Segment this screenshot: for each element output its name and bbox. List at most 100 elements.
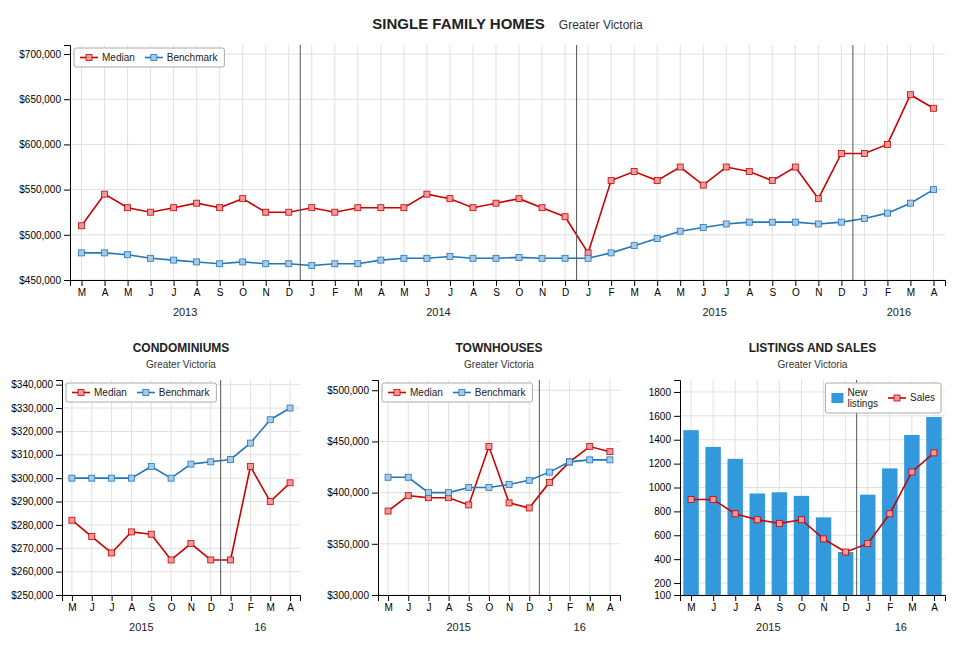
marker — [526, 477, 532, 483]
marker — [909, 469, 915, 475]
year-label: 2015 — [756, 621, 780, 633]
x-tick: J — [448, 280, 453, 298]
x-tick: A — [746, 280, 753, 298]
grid-line-y — [62, 524, 300, 525]
grid-line-x — [288, 45, 289, 280]
axis-line — [71, 281, 946, 287]
grid-line-x — [388, 380, 389, 595]
tick-mark — [680, 280, 681, 286]
tick-mark — [381, 280, 382, 286]
y-tick: $550,000 — [19, 184, 70, 195]
x-tick-label: O — [798, 602, 806, 613]
marker — [148, 463, 154, 469]
grid-line-y — [70, 234, 945, 235]
legend-swatch — [143, 390, 149, 396]
tick-mark — [674, 595, 680, 596]
tick-mark — [542, 280, 543, 286]
x-tick: M — [384, 595, 392, 613]
tick-mark — [289, 280, 290, 286]
x-tick-label: A — [931, 602, 938, 613]
marker — [385, 474, 391, 480]
year-label: 2015 — [702, 306, 726, 318]
legend-label-line: Benchmark — [167, 52, 219, 63]
x-tick-label: M — [354, 287, 362, 298]
axis-line — [64, 46, 71, 281]
tick-mark — [674, 511, 680, 512]
marker — [247, 440, 253, 446]
marker — [148, 255, 154, 261]
legend-swatch — [78, 390, 84, 396]
tick-mark — [735, 595, 736, 601]
y-tick: $500,000 — [19, 230, 70, 241]
y-tick-label: $550,000 — [19, 184, 61, 195]
grid-line-x — [657, 45, 658, 280]
x-tick-label: J — [733, 602, 738, 613]
tick-mark — [713, 595, 714, 601]
bar — [750, 493, 765, 595]
tick-mark — [934, 595, 935, 601]
legend-frame — [382, 383, 532, 402]
tick-mark — [312, 280, 313, 286]
grid — [70, 45, 945, 280]
x-tick-label: J — [701, 287, 706, 298]
y-tick: 200 — [654, 578, 680, 589]
y-tick-label: 1000 — [649, 482, 672, 493]
x-tick: O — [168, 595, 176, 613]
y-tick-label: 400 — [654, 554, 671, 565]
y-tick: $340,000 — [11, 379, 62, 390]
marker — [700, 182, 706, 188]
marker — [631, 169, 637, 175]
legend-label-line: listings — [847, 398, 878, 409]
marker — [466, 502, 472, 508]
marker — [385, 508, 391, 514]
grid-line-x — [542, 45, 543, 280]
y-tick: $300,000 — [327, 590, 378, 601]
x-tick-label: N — [506, 602, 513, 613]
x-tick: J — [701, 280, 706, 298]
x-tick: O — [516, 280, 524, 298]
y-tick-label: $280,000 — [11, 520, 53, 531]
legend-label-line: Median — [94, 387, 127, 398]
x-tick-label: F — [567, 602, 573, 613]
y-tick: 400 — [654, 554, 680, 565]
tick-mark — [174, 280, 175, 286]
legend-label-line: Benchmark — [159, 387, 211, 398]
x-tick-label: M — [907, 287, 915, 298]
marker — [930, 187, 936, 193]
legend: MedianBenchmark — [74, 48, 224, 67]
line — [82, 190, 934, 266]
grid-line-x — [772, 45, 773, 280]
year-label: 2013 — [173, 306, 197, 318]
tick-mark — [529, 595, 530, 601]
x-tick-label: A — [129, 602, 136, 613]
legend-label: Benchmark — [475, 387, 527, 398]
marker — [267, 499, 273, 505]
legend-label: Benchmark — [159, 387, 211, 398]
grid-line-x — [726, 45, 727, 280]
x-tick: D — [208, 595, 215, 613]
x-tick: M — [687, 595, 695, 613]
divider — [220, 380, 221, 595]
tick-mark — [565, 280, 566, 286]
tick-mark — [588, 280, 589, 286]
tick-mark — [590, 595, 591, 601]
marker — [109, 475, 115, 481]
grid-line-x — [242, 45, 243, 280]
marker — [776, 520, 782, 526]
x-tick-label: M — [124, 287, 132, 298]
grid-line-x — [71, 380, 72, 595]
legend-swatch — [894, 395, 900, 401]
legend-label-line: Sales — [910, 392, 935, 403]
grid-line-x — [818, 45, 819, 280]
grid-line-x — [529, 380, 530, 595]
marker — [332, 261, 338, 267]
grid-line-x — [426, 45, 427, 280]
tick-mark — [634, 280, 635, 286]
marker — [861, 150, 867, 156]
marker — [309, 205, 315, 211]
subtitle: Greater Victoria — [559, 18, 643, 32]
marker — [815, 221, 821, 227]
tick-mark — [372, 441, 378, 442]
y-tick: $600,000 — [19, 139, 70, 150]
tick-mark — [795, 280, 796, 286]
